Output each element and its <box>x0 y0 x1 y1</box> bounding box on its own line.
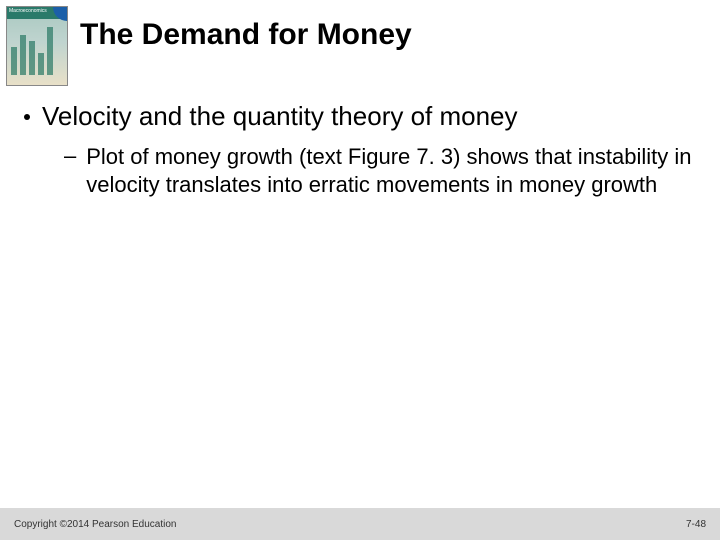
copyright-text: Copyright ©2014 Pearson Education <box>14 519 176 530</box>
bullet-dot-icon <box>24 114 30 120</box>
sub-bullet-text: Plot of money growth (text Figure 7. 3) … <box>86 143 696 200</box>
slide-title: The Demand for Money <box>80 18 412 52</box>
slide-footer: Copyright ©2014 Pearson Education 7-48 <box>0 508 720 540</box>
dash-icon: – <box>64 143 76 169</box>
bullet-text: Velocity and the quantity theory of mone… <box>42 100 518 133</box>
bullet-level-1: Velocity and the quantity theory of mone… <box>24 100 696 133</box>
page-number: 7-48 <box>686 519 706 530</box>
book-cover-bars <box>11 27 53 75</box>
book-cover-thumbnail: Macroeconomics <box>6 6 68 86</box>
bullet-level-2: – Plot of money growth (text Figure 7. 3… <box>64 143 696 200</box>
slide-content: Velocity and the quantity theory of mone… <box>24 100 696 200</box>
